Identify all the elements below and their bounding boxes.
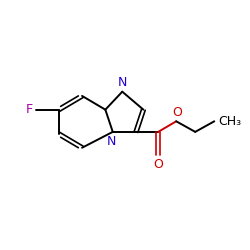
Text: F: F bbox=[26, 103, 33, 116]
Text: N: N bbox=[107, 135, 117, 148]
Text: O: O bbox=[172, 106, 182, 119]
Text: CH₃: CH₃ bbox=[218, 115, 242, 128]
Text: N: N bbox=[118, 76, 127, 88]
Text: O: O bbox=[153, 158, 163, 171]
